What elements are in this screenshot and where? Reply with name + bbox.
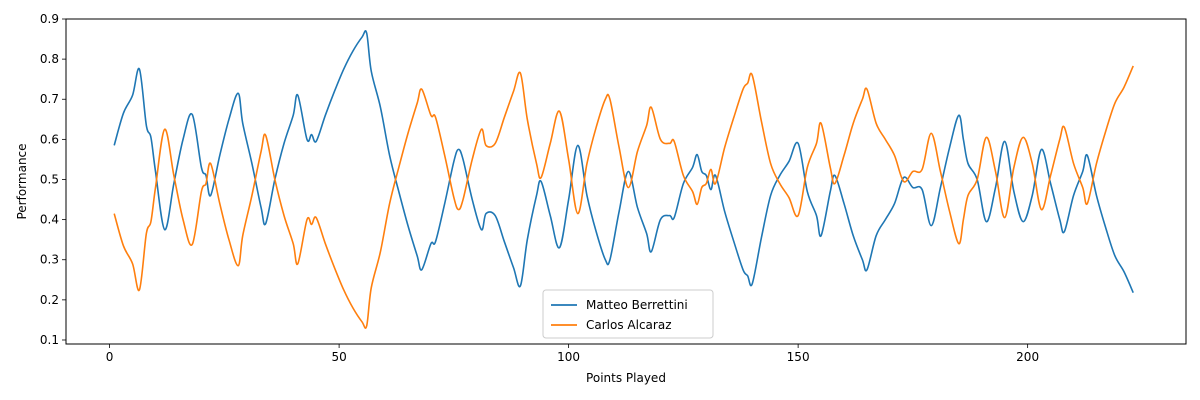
x-tick-label: 150 bbox=[787, 350, 810, 364]
y-axis: 0.1 0.2 0.3 0.4 0.5 0.6 0.7 0.8 0.9 bbox=[40, 12, 66, 347]
x-axis: 0 50 100 150 200 bbox=[106, 344, 1039, 364]
y-axis-label: Performance bbox=[15, 143, 29, 219]
plot-area bbox=[113, 30, 1134, 329]
legend: Matteo Berrettini Carlos Alcaraz bbox=[542, 289, 714, 339]
y-tick-label: 0.6 bbox=[40, 132, 59, 146]
plot-frame bbox=[65, 18, 1187, 345]
x-tick-label: 50 bbox=[331, 350, 346, 364]
series-line-matteo-berrettini bbox=[113, 30, 1134, 293]
x-tick-label: 200 bbox=[1016, 350, 1039, 364]
x-axis-label: Points Played bbox=[586, 371, 666, 385]
y-tick-label: 0.2 bbox=[40, 293, 59, 307]
y-tick-label: 0.3 bbox=[40, 253, 59, 267]
y-tick-label: 0.1 bbox=[40, 333, 59, 347]
y-tick-label: 0.8 bbox=[40, 52, 59, 66]
series-line-carlos-alcaraz bbox=[113, 65, 1134, 329]
y-tick-label: 0.9 bbox=[40, 12, 59, 26]
y-tick-label: 0.5 bbox=[40, 172, 59, 186]
legend-box bbox=[542, 289, 714, 339]
y-tick-label: 0.7 bbox=[40, 92, 59, 106]
legend-entry: Matteo Berrettini bbox=[586, 298, 688, 312]
x-tick-label: 0 bbox=[106, 350, 114, 364]
y-tick-label: 0.4 bbox=[40, 213, 59, 227]
legend-entry: Carlos Alcaraz bbox=[586, 318, 672, 332]
x-tick-label: 100 bbox=[557, 350, 580, 364]
